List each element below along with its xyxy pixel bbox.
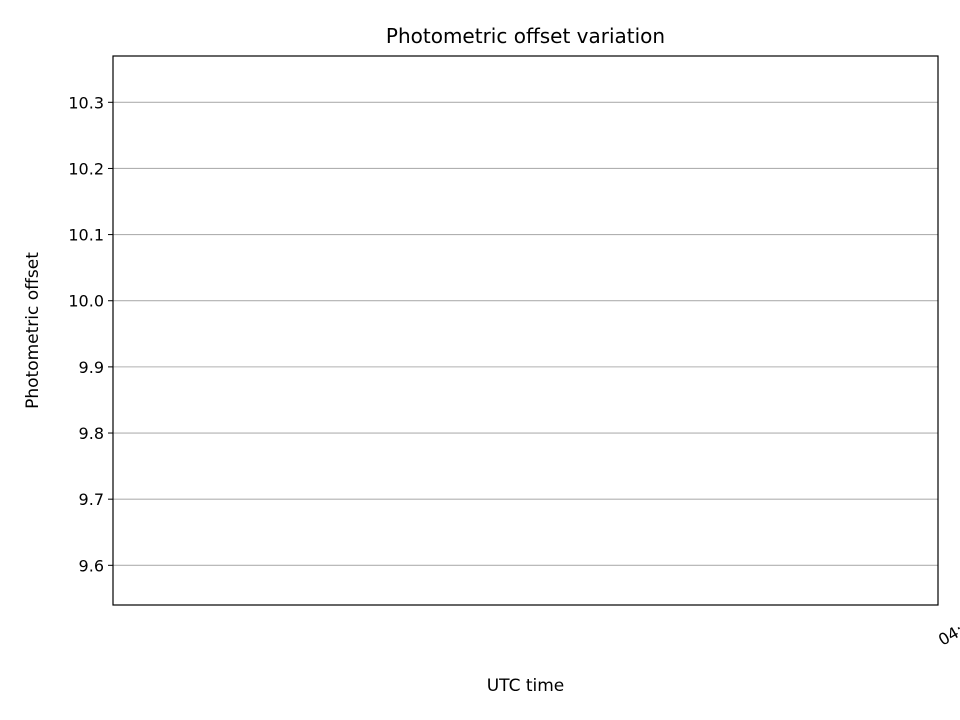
y-tick-label: 10.3 xyxy=(68,93,104,112)
x-axis-label: UTC time xyxy=(487,676,565,696)
y-tick-label: 10.2 xyxy=(68,159,104,178)
x-axis-ticks: 19:0020:0021:0022:0023:0000:0001:0002:00… xyxy=(935,610,960,650)
y-tick-label: 9.6 xyxy=(79,556,104,575)
grid-lines xyxy=(113,101,938,566)
y-axis-ticks: 9.6 9.7 9.8 9.9 10.0 10.1 10.2 10.3 xyxy=(68,93,113,575)
y-tick-label: 9.9 xyxy=(79,358,104,377)
chart-title: Photometric offset variation xyxy=(386,24,665,48)
y-tick-label: 10.0 xyxy=(68,292,104,311)
y-tick-label: 9.8 xyxy=(79,424,104,443)
y-tick-label: 10.1 xyxy=(68,226,104,245)
y-axis-label: Photometric offset xyxy=(23,252,43,409)
x-tick-label: 04:00 xyxy=(935,610,960,650)
plot-frame xyxy=(112,55,939,606)
y-tick-label: 9.7 xyxy=(79,490,104,509)
